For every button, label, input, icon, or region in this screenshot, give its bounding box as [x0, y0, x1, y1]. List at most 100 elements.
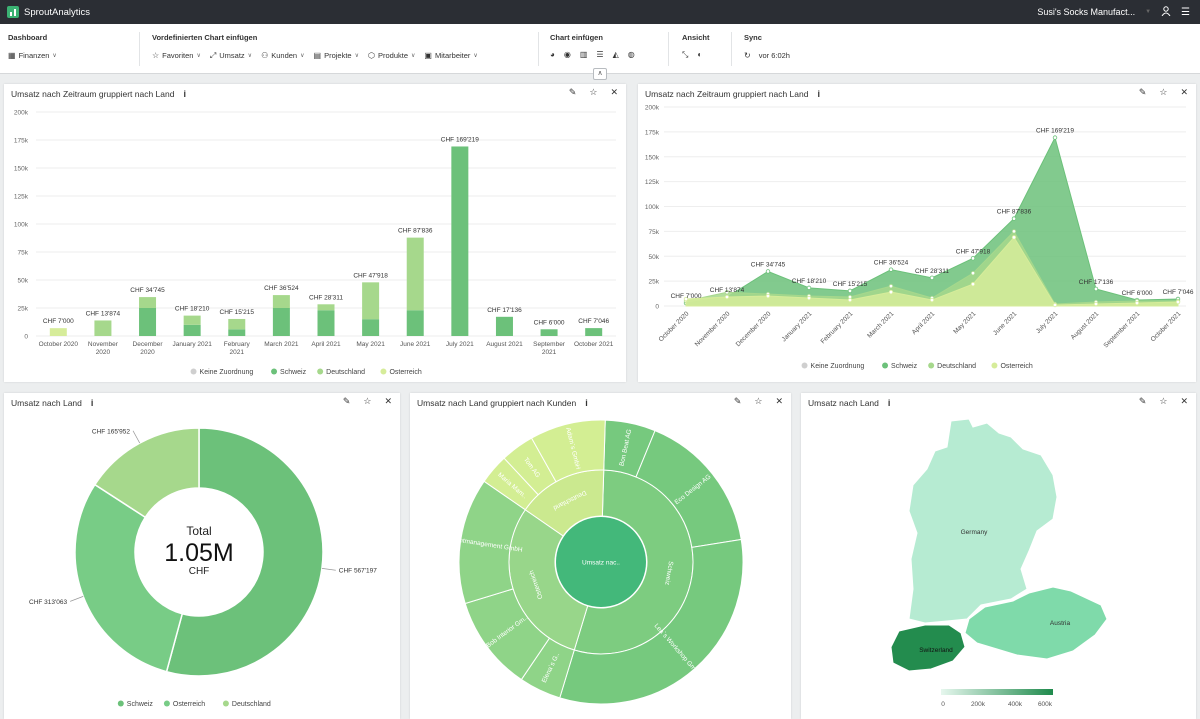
sync-button[interactable]: ↻ vor 6:02h: [744, 51, 790, 60]
close-icon[interactable]: ✕: [610, 87, 618, 97]
close-icon[interactable]: ✕: [1180, 396, 1188, 406]
bar-schweiz[interactable]: [540, 329, 558, 336]
legend-marker[interactable]: [190, 368, 197, 375]
legend-label[interactable]: Deutschland: [326, 369, 365, 376]
data-point[interactable]: [970, 256, 976, 261]
data-point[interactable]: [888, 289, 894, 295]
legend-label[interactable]: Schweiz: [280, 369, 307, 376]
close-icon[interactable]: ✕: [384, 396, 392, 406]
data-point[interactable]: [806, 295, 812, 301]
bar-schweiz[interactable]: [139, 308, 157, 336]
data-point[interactable]: [929, 275, 935, 281]
employees-menu[interactable]: ▣ Mitarbeiter ∨: [424, 51, 477, 60]
legend-marker[interactable]: [271, 368, 278, 375]
chevron-down-icon[interactable]: ▼: [1145, 9, 1152, 15]
legend-marker[interactable]: [801, 362, 808, 369]
data-point[interactable]: [1093, 301, 1099, 307]
bar-schweiz[interactable]: [585, 328, 603, 336]
slice-deutschland[interactable]: [93, 427, 200, 519]
info-icon[interactable]: i: [887, 398, 891, 408]
bar-deutschland[interactable]: [228, 318, 246, 330]
bar-schweiz[interactable]: [362, 319, 380, 336]
bar-schweiz[interactable]: [317, 310, 335, 336]
data-point[interactable]: [888, 283, 894, 289]
horizontal-bar-icon[interactable]: ☰: [596, 50, 604, 59]
legend-label[interactable]: Deutschland: [232, 701, 271, 708]
products-menu[interactable]: ⬡ Produkte ∨: [368, 51, 415, 60]
map-switzerland[interactable]: [890, 624, 966, 672]
sunburst-outer-segment[interactable]: [530, 419, 606, 483]
map-germany[interactable]: [908, 418, 1058, 624]
info-icon[interactable]: i: [585, 398, 588, 408]
fullscreen-icon[interactable]: ⤡: [682, 50, 689, 59]
user-icon[interactable]: [1161, 6, 1171, 18]
area-schweiz[interactable]: [685, 136, 1179, 307]
bar-deutschland[interactable]: [317, 304, 335, 311]
edit-icon[interactable]: ✎: [568, 87, 577, 97]
slice-schweiz[interactable]: [165, 427, 324, 677]
star-icon[interactable]: ☆: [1159, 87, 1168, 97]
data-point[interactable]: [970, 281, 976, 287]
data-point[interactable]: [888, 267, 894, 272]
data-point[interactable]: [929, 297, 935, 303]
info-icon[interactable]: i: [90, 398, 94, 408]
star-icon[interactable]: ☆: [754, 396, 763, 406]
data-point[interactable]: [847, 288, 853, 294]
legend-marker[interactable]: [117, 700, 124, 707]
data-point[interactable]: [683, 296, 689, 302]
legend-label[interactable]: Osterreich: [1000, 363, 1032, 370]
legend-marker[interactable]: [222, 700, 229, 707]
favorites-menu[interactable]: ☆ Favoriten ∨: [152, 51, 201, 60]
bar-deutschland[interactable]: [183, 315, 201, 325]
map-austria[interactable]: [964, 586, 1108, 660]
bar-schweiz[interactable]: [183, 324, 201, 336]
pie-chart-icon[interactable]: ◕: [550, 50, 555, 59]
donut-chart-icon[interactable]: ◉: [563, 50, 571, 59]
legend-label[interactable]: Keine Zuordnung: [200, 369, 254, 376]
legend-marker[interactable]: [991, 362, 998, 369]
data-point[interactable]: [1011, 216, 1017, 221]
data-point[interactable]: [847, 297, 853, 303]
legend-label[interactable]: Keine Zuordnung: [811, 363, 865, 370]
bar-deutschland[interactable]: [362, 282, 380, 320]
data-point[interactable]: [724, 289, 730, 295]
edit-icon[interactable]: ✎: [1138, 396, 1147, 406]
slice-osterreich[interactable]: [74, 483, 184, 673]
data-point[interactable]: [1134, 300, 1140, 306]
bar-deutschland[interactable]: [272, 295, 290, 308]
bar-deutschland[interactable]: [94, 320, 112, 336]
legend-marker[interactable]: [928, 362, 935, 369]
legend-label[interactable]: Deutschland: [937, 363, 976, 370]
bar-schweiz[interactable]: [451, 146, 469, 336]
star-icon[interactable]: ☆: [589, 87, 598, 97]
close-icon[interactable]: ✕: [1180, 87, 1188, 97]
legend-marker[interactable]: [163, 700, 170, 707]
legend-marker[interactable]: [380, 368, 387, 375]
sunburst-center[interactable]: [556, 517, 646, 607]
app-logo[interactable]: SproutAnalytics: [0, 6, 90, 18]
legend-marker[interactable]: [317, 368, 324, 375]
info-icon[interactable]: i: [817, 89, 820, 99]
collapse-ribbon-button[interactable]: ∧: [593, 68, 607, 80]
bar-deutschland[interactable]: [139, 297, 157, 308]
data-point[interactable]: [806, 285, 812, 291]
area-osterreich[interactable]: [685, 236, 1179, 307]
dashboard-select[interactable]: ▦ Finanzen ∨: [8, 51, 57, 60]
legend-label[interactable]: Schweiz: [891, 363, 918, 370]
menu-icon[interactable]: ☰: [1181, 6, 1190, 18]
bar-deutschland[interactable]: [406, 237, 424, 311]
data-point[interactable]: [724, 294, 730, 300]
legend-marker[interactable]: [882, 362, 889, 369]
edit-icon[interactable]: ✎: [1138, 87, 1147, 97]
data-point[interactable]: [970, 270, 976, 276]
close-icon[interactable]: ✕: [775, 396, 783, 406]
star-icon[interactable]: ☆: [1159, 396, 1168, 406]
legend-label[interactable]: Osterreich: [173, 701, 205, 708]
bar-schweiz[interactable]: [406, 310, 424, 336]
star-icon[interactable]: ☆: [363, 396, 372, 406]
revenue-menu[interactable]: ⤢ Umsatz ∨: [210, 51, 252, 60]
bar-schweiz[interactable]: [495, 316, 513, 336]
projects-menu[interactable]: ▤ Projekte ∨: [314, 51, 359, 60]
edit-icon[interactable]: ✎: [342, 396, 351, 406]
data-point[interactable]: [1175, 299, 1181, 305]
